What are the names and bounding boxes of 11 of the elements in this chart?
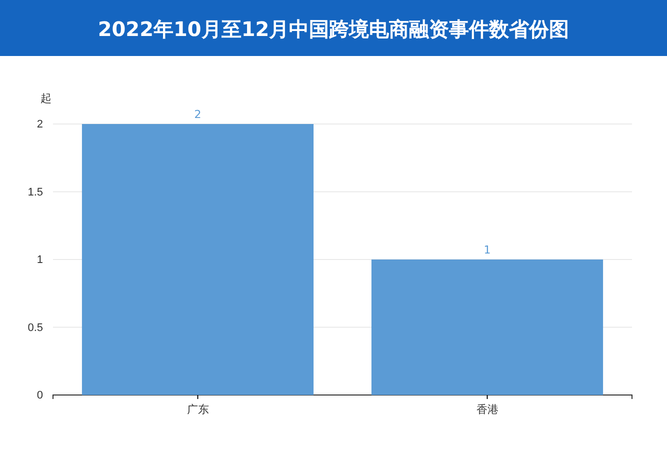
y-tick-label: 2 [36,118,43,131]
y-tick-label: 1.5 [28,186,43,198]
y-axis-title: 起 [40,92,52,105]
x-tick-label: 香港 [476,402,498,416]
x-tick-label: 广东 [186,402,209,416]
data-label: 2 [194,108,202,121]
chart-title: 2022年10月至12月中国跨境电商融资事件数省份图 [98,17,570,41]
y-tick-label: 1 [36,254,43,266]
y-tick-label: 0 [36,390,43,402]
data-label: 1 [484,244,491,256]
y-tick-label: 0.5 [28,322,43,334]
